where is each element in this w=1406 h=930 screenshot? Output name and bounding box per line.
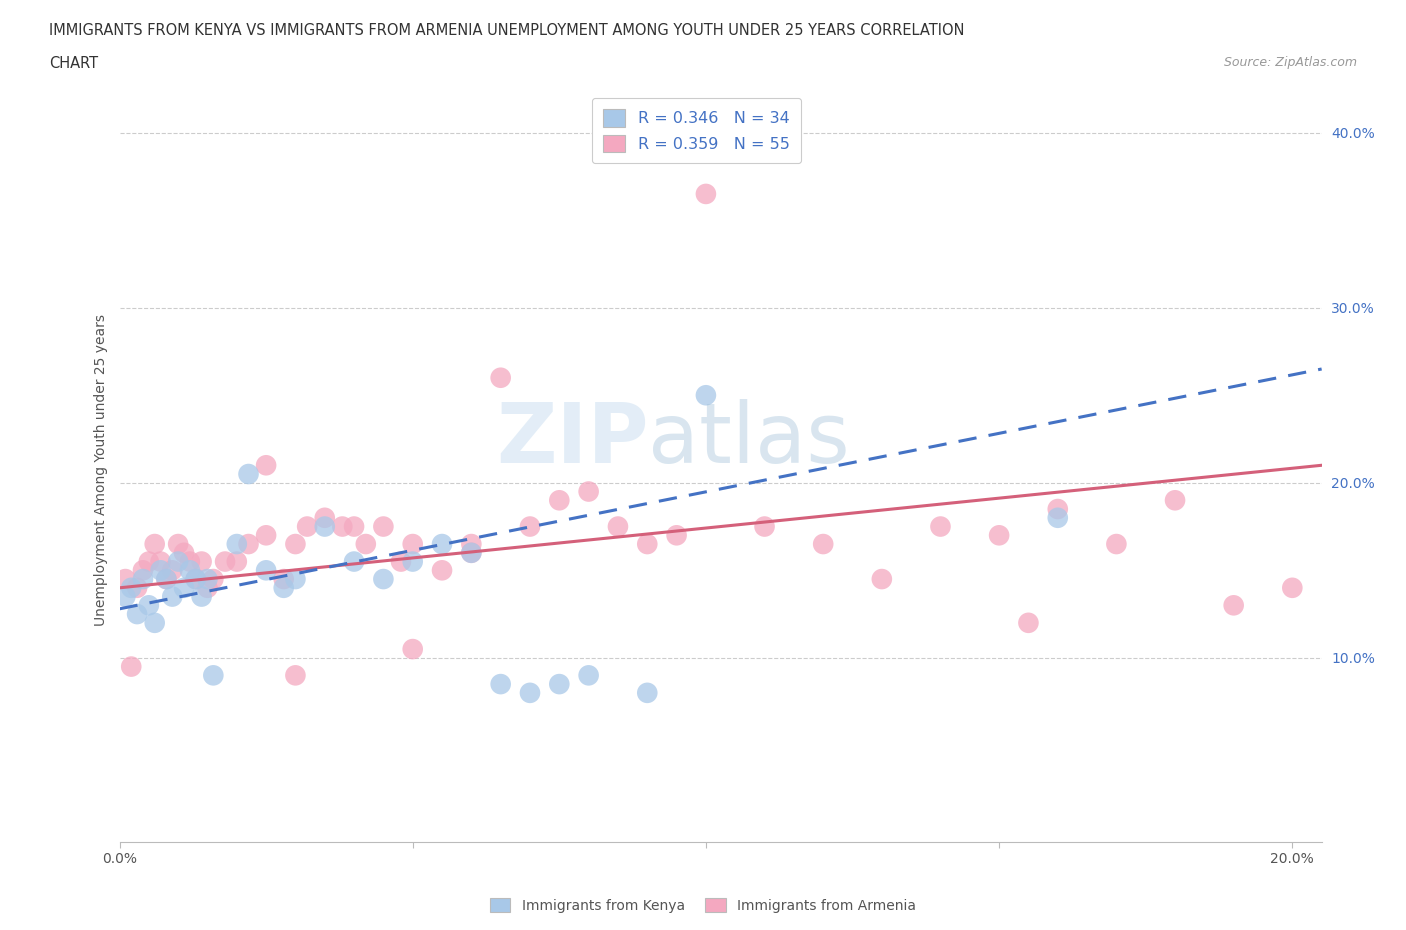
Point — [155, 572, 177, 587]
Point — [155, 572, 177, 587]
Point — [519, 685, 541, 700]
Text: IMMIGRANTS FROM KENYA VS IMMIGRANTS FROM ARMENIA UNEMPLOYMENT AMONG YOUTH UNDER : IMMIGRANTS FROM KENYA VS IMMIGRANTS FROM… — [49, 23, 965, 38]
Point — [988, 528, 1011, 543]
Point — [1281, 580, 1303, 595]
Point — [402, 642, 425, 657]
Point — [430, 537, 453, 551]
Point — [127, 606, 149, 621]
Point — [173, 545, 195, 560]
Point — [1105, 537, 1128, 551]
Point — [548, 493, 571, 508]
Point — [1164, 493, 1187, 508]
Point — [343, 554, 366, 569]
Point — [636, 537, 658, 551]
Point — [519, 519, 541, 534]
Point — [389, 554, 412, 569]
Point — [548, 677, 571, 692]
Point — [190, 589, 212, 604]
Point — [870, 572, 893, 587]
Point — [489, 677, 512, 692]
Point — [167, 554, 190, 569]
Point — [197, 572, 219, 587]
Y-axis label: Unemployment Among Youth under 25 years: Unemployment Among Youth under 25 years — [94, 313, 108, 626]
Point — [120, 659, 142, 674]
Point — [143, 537, 166, 551]
Point — [179, 554, 201, 569]
Point — [273, 580, 295, 595]
Point — [254, 528, 277, 543]
Text: atlas: atlas — [648, 399, 851, 481]
Point — [460, 537, 482, 551]
Point — [190, 554, 212, 569]
Point — [114, 572, 136, 587]
Point — [138, 598, 160, 613]
Point — [167, 537, 190, 551]
Point — [197, 580, 219, 595]
Point — [162, 589, 184, 604]
Point — [665, 528, 688, 543]
Point — [284, 537, 307, 551]
Point — [179, 563, 201, 578]
Point — [373, 572, 395, 587]
Point — [295, 519, 318, 534]
Point — [578, 668, 600, 683]
Point — [811, 537, 834, 551]
Point — [143, 616, 166, 631]
Point — [149, 554, 172, 569]
Point — [138, 554, 160, 569]
Point — [1017, 616, 1039, 631]
Point — [127, 580, 149, 595]
Point — [1222, 598, 1244, 613]
Point — [120, 580, 142, 595]
Legend: Immigrants from Kenya, Immigrants from Armenia: Immigrants from Kenya, Immigrants from A… — [484, 893, 922, 919]
Point — [489, 370, 512, 385]
Point — [373, 519, 395, 534]
Point — [1046, 511, 1069, 525]
Text: Source: ZipAtlas.com: Source: ZipAtlas.com — [1223, 56, 1357, 69]
Text: CHART: CHART — [49, 56, 98, 71]
Point — [1046, 501, 1069, 516]
Text: ZIP: ZIP — [496, 399, 648, 481]
Point — [343, 519, 366, 534]
Legend: R = 0.346   N = 34, R = 0.359   N = 55: R = 0.346 N = 34, R = 0.359 N = 55 — [592, 99, 801, 164]
Point — [578, 485, 600, 499]
Point — [636, 685, 658, 700]
Point — [114, 589, 136, 604]
Point — [162, 563, 184, 578]
Point — [132, 572, 155, 587]
Point — [460, 545, 482, 560]
Point — [284, 668, 307, 683]
Point — [284, 572, 307, 587]
Point — [430, 563, 453, 578]
Point — [202, 668, 225, 683]
Point — [149, 563, 172, 578]
Point — [330, 519, 353, 534]
Point — [225, 537, 247, 551]
Point — [402, 537, 425, 551]
Point — [607, 519, 630, 534]
Point — [695, 388, 717, 403]
Point — [238, 537, 260, 551]
Point — [354, 537, 377, 551]
Point — [184, 572, 207, 587]
Point — [254, 563, 277, 578]
Point — [132, 563, 155, 578]
Point — [754, 519, 776, 534]
Point — [238, 467, 260, 482]
Point — [929, 519, 952, 534]
Point — [225, 554, 247, 569]
Point — [214, 554, 236, 569]
Point — [402, 554, 425, 569]
Point — [314, 519, 336, 534]
Point — [460, 545, 482, 560]
Point — [273, 572, 295, 587]
Point — [173, 580, 195, 595]
Point — [314, 511, 336, 525]
Point — [695, 187, 717, 202]
Point — [184, 572, 207, 587]
Point — [202, 572, 225, 587]
Point — [254, 458, 277, 472]
